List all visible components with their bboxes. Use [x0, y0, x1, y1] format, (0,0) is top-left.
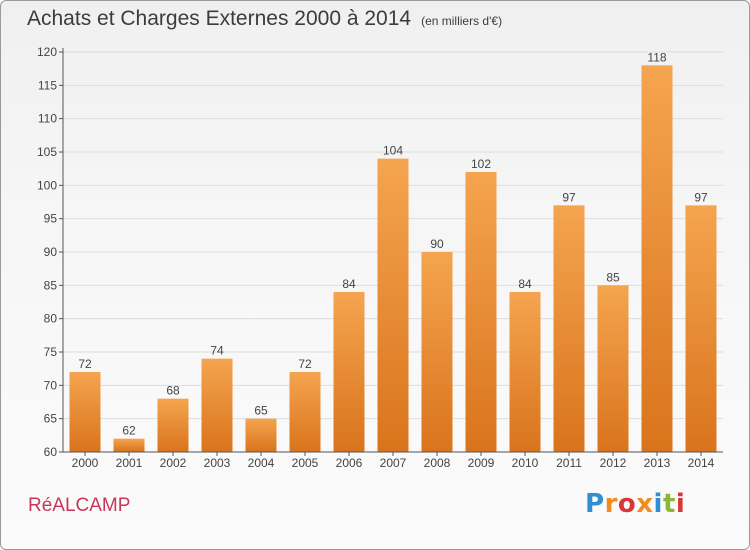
y-tick-label: 120: [37, 45, 57, 59]
x-tick-label: 2007: [380, 456, 407, 470]
x-tick-label: 2014: [688, 456, 715, 470]
data-label: 65: [254, 404, 268, 418]
data-label: 90: [430, 237, 444, 251]
chart-title: Achats et Charges Externes 2000 à 2014 (e…: [27, 7, 502, 31]
data-label: 104: [383, 144, 403, 158]
town-name: RéALCAMP: [28, 495, 131, 516]
data-label: 72: [78, 357, 92, 371]
bar: [333, 292, 365, 452]
logo-letter: x: [636, 489, 654, 519]
bar: [201, 358, 233, 452]
bar: [421, 252, 453, 452]
bar: [69, 372, 101, 452]
x-tick-label: 2013: [644, 456, 671, 470]
x-tick-label: 2005: [292, 456, 319, 470]
bar: [245, 418, 277, 452]
unit-note: (en milliers d'€): [421, 14, 503, 28]
logo-letter: i: [653, 489, 663, 519]
bar: [157, 398, 189, 452]
x-tick-label: 2011: [556, 456, 582, 470]
y-tick-label: 110: [38, 112, 57, 126]
proxiti-logo: Proxiti: [585, 489, 685, 519]
x-tick-label: 2000: [72, 456, 99, 470]
x-tick-label: 2003: [204, 456, 231, 470]
data-label: 84: [342, 277, 356, 291]
data-label: 97: [694, 190, 708, 204]
bar: [641, 65, 673, 452]
y-tick-label: 85: [44, 278, 58, 292]
data-label: 85: [606, 270, 620, 284]
x-tick-label: 2008: [424, 456, 451, 470]
data-label: 62: [122, 424, 136, 438]
x-tick-label: 2010: [512, 456, 539, 470]
y-tick-label: 115: [38, 78, 57, 92]
data-label: 72: [298, 357, 312, 371]
logo-letter: t: [662, 489, 676, 519]
data-label: 84: [518, 277, 532, 291]
y-tick-label: 95: [44, 212, 58, 226]
x-tick-label: 2002: [160, 456, 187, 470]
data-label: 118: [647, 50, 666, 64]
x-tick-label: 2009: [468, 456, 495, 470]
y-tick-label: 100: [37, 178, 57, 192]
title-text: Achats et Charges Externes 2000 à 2014: [27, 7, 412, 30]
x-tick-label: 2001: [116, 456, 143, 470]
x-tick-label: 2004: [248, 456, 275, 470]
bar: [597, 285, 629, 452]
logo-letter: i: [675, 489, 686, 519]
bar: [377, 158, 409, 452]
y-tick-label: 105: [37, 145, 57, 159]
bar: [553, 205, 585, 452]
x-tick-label: 2006: [336, 456, 363, 470]
bar: [685, 205, 717, 452]
logo-letter: P: [585, 489, 605, 519]
x-tick-label: 2012: [600, 456, 627, 470]
data-label: 68: [166, 384, 180, 398]
bar: [289, 372, 321, 452]
y-tick-label: 60: [44, 445, 58, 459]
logo-letter: r: [604, 489, 618, 519]
y-tick-label: 80: [44, 312, 58, 326]
data-label: 74: [210, 344, 224, 358]
y-tick-label: 90: [44, 245, 58, 259]
axes: 60 65 70 75 80 85 90 95 100 105 110 115 120 2000 2001 2…: [37, 45, 723, 470]
bars: 72 62 68 74 65 72 84 104 90 102 84 97 85 118 97: [69, 50, 717, 452]
data-label: 102: [471, 157, 491, 171]
bar: [509, 292, 541, 452]
logo-letter: o: [617, 489, 637, 519]
y-tick-label: 75: [44, 345, 58, 359]
bar: [465, 172, 497, 452]
data-label: 97: [562, 190, 576, 204]
y-tick-label: 70: [44, 378, 58, 392]
bar: [113, 438, 145, 452]
y-tick-label: 65: [44, 412, 58, 426]
